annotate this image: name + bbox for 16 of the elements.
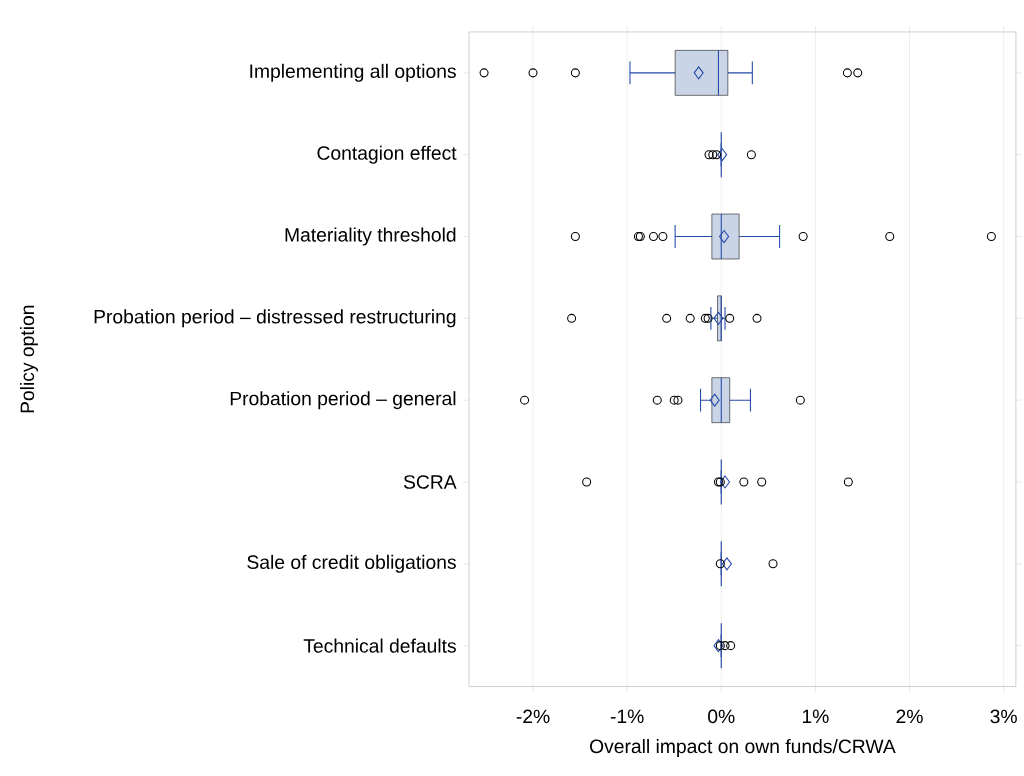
x-tick-label: -2% [516,709,550,723]
y-tick-label: Probation period – distressed restructuring [94,309,456,328]
y-tick-label: Implementing all options [250,63,456,82]
x-tick-label: 1% [802,709,829,723]
y-tick-label: Probation period – general [230,391,456,409]
y-tick-label: SCRA [403,474,457,489]
y-tick-label: Materiality threshold [285,227,456,246]
y-tick-label: Technical defaults [303,638,456,653]
y-tick-label: Sale of credit obligations [247,554,456,573]
x-axis-title: Overall impact on own funds/CRWA [590,738,896,757]
x-tick-label: 2% [896,709,923,723]
x-tick-label: 3% [990,709,1017,724]
x-tick-label: 0% [708,709,735,724]
y-tick-label: Contagion effect [317,145,457,164]
x-tick-label: -1% [610,709,644,723]
y-axis-title: Policy option [19,305,38,413]
